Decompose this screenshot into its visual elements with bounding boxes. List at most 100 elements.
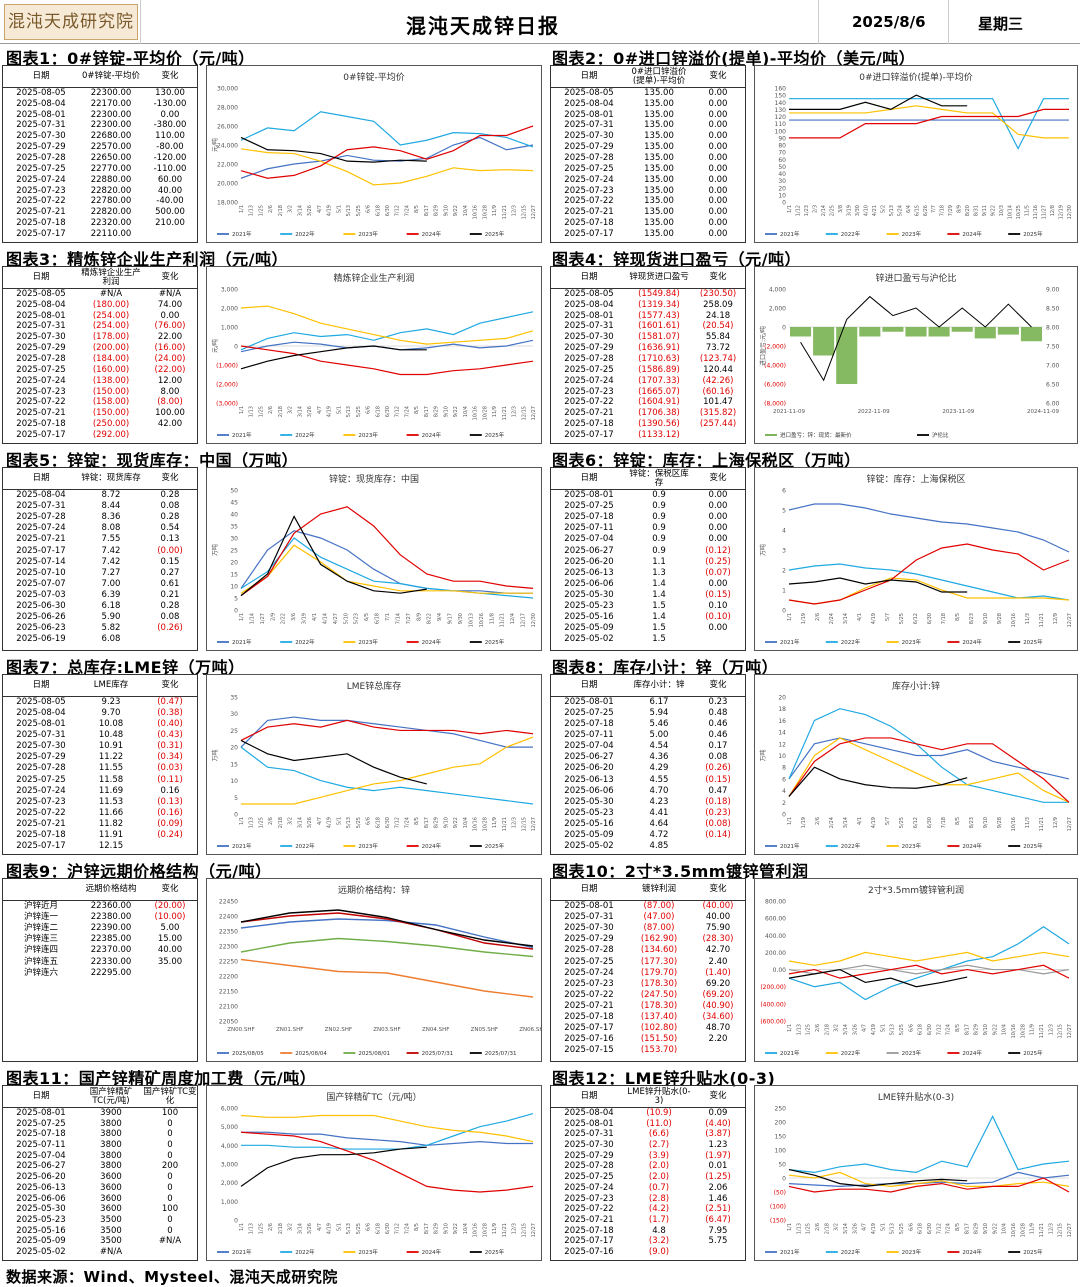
row-label: 2025-07-28 [564,945,614,956]
table-row: 2025-07-21 135.00 0.00 [551,207,745,218]
cell-value: #N/A [99,288,123,299]
x-tick-label: 10/16 [473,817,479,831]
series-line [240,506,534,597]
row-label: 2025-05-09 [16,1236,66,1247]
x-tick-label: 5/23 [354,613,360,624]
table-row: 2025-07-04 0.9 0.00 [551,534,745,545]
x-tick-label: 4/7 [317,817,323,825]
x-tick-label: 11/21 [1039,1223,1045,1237]
chart-title: 锌锭：现货库存：中国 [329,473,419,485]
cell-value: (1.7) [648,1214,670,1225]
table-row: 2025-07-25 135.00 0.00 [551,164,745,175]
import-profit-bar [859,327,881,337]
x-tick-label: 2/18 [824,1024,830,1035]
cell-value: (3.9) [648,1150,670,1161]
table-row: 2025-07-16 (151.50) 2.20 [551,1034,745,1045]
cell-value: 5.00 [160,923,180,934]
x-tick-label: 10/28 [1020,1024,1026,1038]
row-label: 2025-07-25 [564,501,614,512]
cell-value: (134.60) [640,945,678,956]
x-tick-label: 9/17 [448,613,454,624]
row-label: 2025-07-24 [564,967,614,978]
row-label: 2025-07-07 [16,578,66,589]
row-label: 2025-08-01 [16,310,66,321]
y-tick-label: (8,000) [764,401,786,408]
cell-value: (1707.33) [638,375,680,386]
x-tick-label: 10/16 [1011,817,1017,831]
x-tick-label: 7/14 [395,613,401,624]
cell-value: 0.00 [708,523,728,534]
panel-title: 图表9：沪锌远期价格结构（元/吨） [6,862,272,881]
row-label: 2025-07-24 [16,523,66,534]
row-label: 2025-07-30 [564,923,614,934]
figure-panel: 图表10：2寸*3.5mm镀锌管利润 日期 镀锌利润 变化 2025-08-01 (87.… [548,859,1080,1063]
chart-svg: LME锌升贴水(0-3) (150) (100) (50) 0 50 100 150 200 25… [765,1091,1073,1256]
row-label: 2025-08-05 [16,87,66,98]
panel-title: 图表8：库存小计：锌（万吨） [552,658,779,677]
row-label: 2025-05-23 [564,601,614,612]
row-label: 2025-07-28 [564,1161,614,1172]
legend-label: 2025年 [485,638,505,646]
chart-area: 精炼锌企业生产利润 (3,000) (2,000) (1,000) 0 1,000 2,00… [206,266,542,444]
cell-value: (254.00) [92,321,130,332]
table-row: 2025-07-28 11.55 (0.03) [3,763,197,774]
x-tick-label: 6/12 [913,613,919,624]
x-tick-label: 9/10 [983,817,989,828]
cell-value: (138.00) [92,375,130,386]
column-header: 日期 [580,71,598,82]
y-axis-label: 万吨 [211,749,219,761]
table-row: 2025-07-21 (178.30) (40.90) [551,1001,745,1012]
row-label: 2025-07-23 [16,185,66,196]
cell-value: 73.72 [705,343,731,354]
cell-value: (76.00) [154,321,186,332]
legend-label: 2021年 [780,1248,800,1256]
row-label: 2025-07-17 [564,429,614,440]
x-tick-label: 3/19 [302,613,308,624]
cell-value: 8.00 [160,386,180,397]
table-row: 2025-07-17 7.42 (0.00) [3,545,197,556]
report-weekday: 星期三 [978,15,1024,33]
table-row: 2025-07-29 (200.00) (16.00) [3,343,197,354]
chart-area: 0#锌锭-平均价 18,000 20,000 22,000 24,000 26,000 28… [206,65,542,243]
cell-value: 22360.00 [90,901,132,912]
cell-value: (28.30) [702,934,734,945]
cell-value: 0.61 [160,578,180,589]
x-tick-label: 2024-11-09 [1027,409,1059,415]
cell-value: 22300.00 [90,120,132,131]
header-divider [140,0,141,44]
cell-value: 1.5 [652,623,666,634]
cell-value: 22770.00 [90,163,132,174]
table-row: 2025-06-27 3800 200 [3,1162,197,1173]
cell-value: 0.10 [708,601,728,612]
cell-value: (87.00) [643,923,675,934]
cell-value: 0.46 [708,730,728,741]
x-tick-label: 5/2 [880,205,886,213]
cell-value: 1.4 [652,612,666,623]
x-tick-label: ZN03.SHF [373,1027,400,1033]
table-row: 沪锌连四 22370.00 40.00 [3,945,197,956]
x-tick-label: ZN04.SHF [422,1027,449,1033]
panel-title: 图表7：总库存:LME锌（万吨） [6,658,245,677]
cell-value: (292.00) [92,429,130,440]
row-label: 2025-07-30 [564,332,614,343]
table-row: 2025-06-27 0.9 (0.12) [551,545,745,556]
x-tick-label: 1/25 [258,406,264,417]
figure-panel: 图表6：锌锭：库存：上海保税区（万吨） 日期 锌锭：保税区库存 变化 2025-08-0… [548,448,1080,652]
cell-value: 0 [167,1129,173,1140]
table-header: 日期 库存小计：锌 变化 [551,675,745,697]
row-label: 2025-08-04 [16,299,66,310]
x-tick-label: 12/8 [1050,205,1056,216]
cell-value: (1665.07) [638,386,680,397]
cell-value: 40.00 [705,912,731,923]
cell-value: 4.72 [649,829,669,840]
x-tick-label: 6/18 [375,817,381,828]
row-label: 2025-06-20 [564,556,614,567]
table-row: 沪锌连五 22330.00 35.00 [3,956,197,967]
y-tick-label: 30 [778,178,786,185]
column-header: 0#进口锌溢价(提单)-平均价 [631,66,687,86]
x-tick-label: 10/28 [482,1223,488,1237]
table-row: 2025-07-22 22780.00 -40.00 [3,196,197,207]
cell-value: 3800 [100,1150,122,1161]
table-row: 2025-07-18 11.91 (0.24) [3,830,197,841]
cell-value: (0.00) [157,545,183,556]
